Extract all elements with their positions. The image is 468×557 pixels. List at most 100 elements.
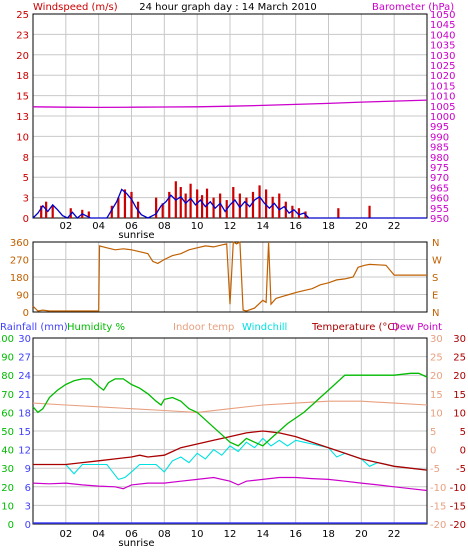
temperature-humidity-panel: 0102030405060708090100036912151821242730… [0,334,466,549]
humidity-tick-label: 60 [1,408,14,419]
compass-tick-label: S [432,273,438,284]
gust-bar [205,188,209,218]
temperature-tick-label: 0 [460,446,466,457]
indoor-temp-tick-label: 0 [430,446,436,457]
humidity-tick-label: 30 [1,464,14,475]
wind-direction-line [32,240,427,312]
baro-tick-label: 1025 [430,61,455,72]
x-tick-label: 04 [92,529,105,540]
wind-barometer-panel: 0358101315182023259509559609659709759809… [16,10,455,241]
x-tick-label: 18 [322,221,335,232]
baro-tick-label: 980 [430,153,449,164]
gust-bar [155,197,158,218]
gust-bar [245,197,248,218]
gust-bar [40,205,43,218]
wind-tick-label: 25 [16,10,29,21]
gust-bar [368,205,371,218]
humidity-tick-label: 50 [1,427,14,438]
chart-title: 24 hour graph day : 14 March 2010 [139,2,317,13]
compass-tick-label: N [432,238,439,249]
dewpoint-line [32,476,428,492]
wind-tick-label: 20 [16,51,29,62]
baro-tick-label: 990 [430,132,449,143]
dewpoint-legend: Dew Point [392,322,442,333]
gust-bar [161,203,164,218]
x-tick-label: 20 [355,221,368,232]
dir-tick-label: 360 [10,238,29,249]
compass-tick-label: N [432,308,439,319]
gust-bar [278,193,281,218]
gust-bar [297,208,301,218]
temperature-tick-label: 20 [453,371,466,382]
temperature-axis-title: Temperature (°C) [311,322,398,333]
x-tick-label: 14 [256,529,269,540]
baro-tick-label: 1035 [430,41,455,52]
indoor-temp-tick-label: 5 [430,427,436,438]
wind-tick-label: 23 [16,30,29,41]
compass-tick-label: E [432,291,438,302]
indoor-temp-tick-label: 30 [430,334,443,345]
humidity-tick-label: 0 [8,520,14,531]
humidity-tick-label: 80 [1,371,14,382]
baro-tick-label: 1010 [430,92,455,103]
temp-frame [32,337,428,525]
baro-tick-label: 950 [430,214,449,225]
gust-bar [271,196,274,218]
rain-axis-title: Rainfall (mm) [0,322,68,333]
gust-bar [189,183,192,218]
gust-bar [291,205,294,218]
x-tick-label: 22 [388,529,401,540]
gust-bar [258,185,261,218]
windchill-legend: Windchill [242,322,287,333]
indoor-temp-tick-label: 10 [430,408,443,419]
indoor-temp-tick-label: -15 [430,501,446,512]
wind-tick-label: 8 [23,153,29,164]
x-tick-label: 12 [224,221,237,232]
wind-tick-label: 15 [16,92,29,103]
x-tick-label: 16 [289,221,302,232]
sunrise-label: sunrise [118,230,154,241]
gust-bar [212,197,215,218]
baro-tick-label: 955 [430,204,449,215]
wind-tick-label: 0 [23,214,29,225]
gust-bar [69,208,72,218]
x-tick-label: 16 [289,529,302,540]
rain-tick-label: 12 [18,446,31,457]
humidity-axis-title: Humidity % [67,322,125,333]
dir-tick-label: 0 [23,308,29,319]
indoor-temp-tick-label: 25 [430,353,443,364]
baro-tick-label: 970 [430,173,449,184]
indoor-temp-legend: Indoor temp [173,322,234,333]
baro-tick-label: 1000 [430,112,455,123]
rain-tick-label: 24 [18,371,31,382]
indoor-temp-line [32,400,428,413]
baro-tick-label: 975 [430,163,449,174]
gust-bar [130,191,133,218]
baro-tick-label: 1005 [430,102,455,113]
gust-bar [117,197,120,218]
baro-tick-label: 1040 [430,30,455,41]
gust-bar [51,205,54,218]
wind-tick-label: 5 [23,173,29,184]
temperature-tick-label: 25 [453,353,466,364]
gust-bar [238,193,241,218]
rain-tick-label: 21 [18,390,31,401]
dir-tick-label: 270 [10,256,29,267]
indoor-temp-tick-label: -20 [430,520,446,531]
baro-tick-label: 1050 [430,10,455,21]
x-tick-label: 10 [191,221,204,232]
rain-tick-label: 3 [25,501,31,512]
indoor-temp-tick-label: -10 [430,483,446,494]
humidity-tick-label: 40 [1,446,14,457]
gust-bar [200,195,204,218]
temperature-tick-label: 30 [453,334,466,345]
compass-tick-label: W [432,256,442,267]
x-tick-label: 20 [355,529,368,540]
wind-tick-label: 10 [16,132,29,143]
x-tick-label: 18 [322,529,335,540]
x-tick-label: 08 [158,529,171,540]
temperature-line [33,430,428,471]
gust-bar [87,211,90,218]
gust-bar [265,189,268,218]
